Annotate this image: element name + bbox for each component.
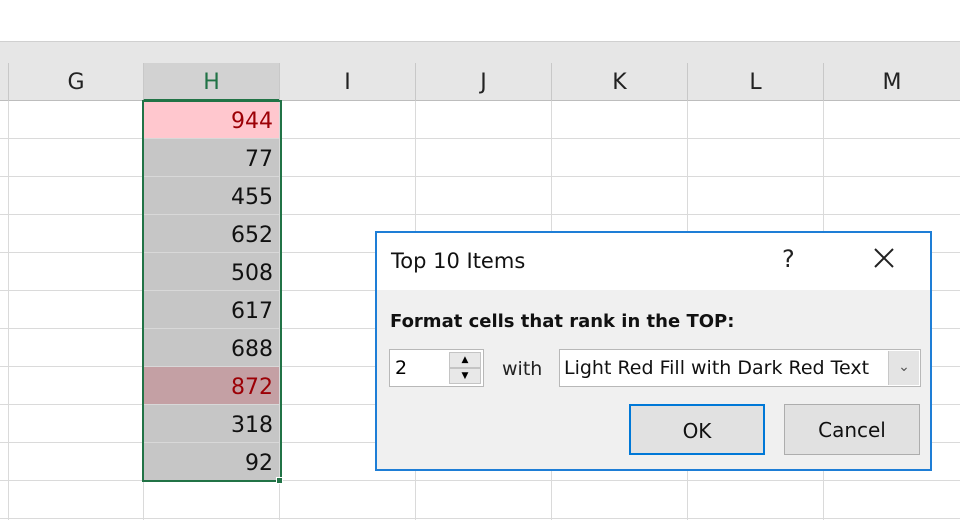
cell-H9[interactable]: 318 bbox=[144, 405, 279, 443]
gridline bbox=[0, 138, 960, 139]
cell-H7[interactable]: 688 bbox=[144, 329, 279, 367]
dialog-title: Top 10 Items bbox=[391, 249, 526, 273]
column-header-L[interactable]: L bbox=[687, 63, 823, 101]
format-value: Light Red Fill with Dark Red Text bbox=[564, 357, 870, 379]
gridline bbox=[0, 176, 960, 177]
rank-stepper[interactable]: 2 ▲ ▼ bbox=[389, 349, 484, 387]
cancel-button[interactable]: Cancel bbox=[784, 404, 920, 455]
close-icon[interactable] bbox=[869, 243, 899, 273]
column-header-J[interactable]: J bbox=[415, 63, 551, 101]
cell-H4[interactable]: 652 bbox=[144, 215, 279, 253]
cell-H8[interactable]: 872 bbox=[144, 367, 279, 405]
gridline bbox=[0, 214, 960, 215]
column-header-I[interactable]: I bbox=[279, 63, 415, 101]
cell-H3[interactable]: 455 bbox=[144, 177, 279, 215]
gridline bbox=[0, 518, 960, 519]
gridline bbox=[8, 101, 9, 520]
column-header-K[interactable]: K bbox=[551, 63, 687, 101]
ribbon-area bbox=[0, 0, 960, 42]
cell-H2[interactable]: 77 bbox=[144, 139, 279, 177]
with-label: with bbox=[502, 358, 543, 380]
dialog-title-bar: Top 10 Items ? bbox=[377, 233, 930, 290]
column-header-M[interactable]: M bbox=[823, 63, 960, 101]
gridline bbox=[279, 101, 280, 520]
column-header-G[interactable]: G bbox=[8, 63, 143, 101]
chevron-down-icon[interactable]: ⌄ bbox=[888, 351, 919, 385]
spin-down-icon[interactable]: ▼ bbox=[449, 368, 481, 384]
column-header-H[interactable]: H bbox=[143, 63, 279, 101]
selection-border bbox=[142, 100, 282, 482]
rank-input[interactable]: 2 bbox=[395, 357, 408, 379]
format-dropdown[interactable]: Light Red Fill with Dark Red Text ⌄ bbox=[559, 349, 921, 387]
cell-H6[interactable]: 617 bbox=[144, 291, 279, 329]
cell-H5[interactable]: 508 bbox=[144, 253, 279, 291]
help-button[interactable]: ? bbox=[782, 245, 795, 273]
cell-H1[interactable]: 944 bbox=[144, 101, 279, 139]
top-10-items-dialog: Top 10 Items ? Format cells that rank in… bbox=[375, 231, 932, 471]
rank-label: Format cells that rank in the TOP: bbox=[390, 311, 735, 332]
cell-H10[interactable]: 92 bbox=[144, 443, 279, 481]
gridline bbox=[0, 480, 960, 481]
fill-handle[interactable] bbox=[276, 477, 283, 484]
spin-up-icon[interactable]: ▲ bbox=[449, 352, 481, 368]
ok-button[interactable]: OK bbox=[629, 404, 765, 455]
